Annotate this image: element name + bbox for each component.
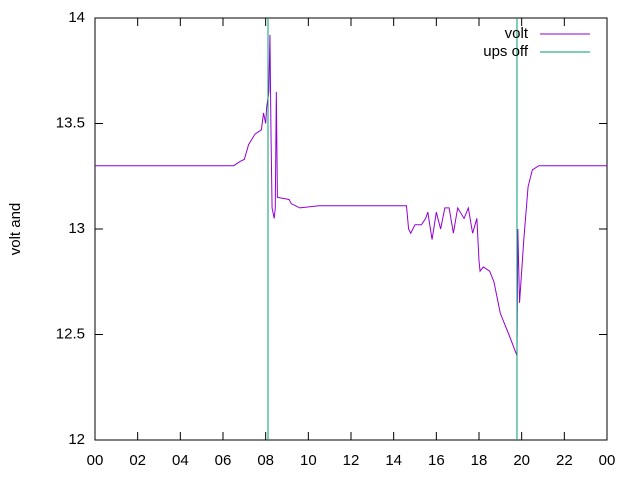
legend-label: volt [505,25,529,42]
x-tick-label: 06 [215,452,232,469]
y-tick-label: 14 [68,9,85,26]
x-tick-label: 20 [513,452,530,469]
x-tick-label: 18 [471,452,488,469]
y-axis-label: volt and [7,203,24,256]
plot-border [94,17,608,441]
legend-label: ups off [483,43,529,60]
x-tick-label: 14 [385,452,402,469]
y-tick-label: 12.5 [56,325,85,342]
x-tick-label: 16 [428,452,445,469]
x-tick-label: 22 [556,452,573,469]
y-tick-label: 13 [68,220,85,237]
x-tick-label: 08 [257,452,274,469]
series-line [95,34,607,356]
y-tick-label: 13.5 [56,114,85,131]
x-tick-label: 00 [599,452,616,469]
x-tick-label: 12 [343,452,360,469]
y-tick-label: 12 [68,431,85,448]
x-tick-label: 10 [300,452,317,469]
series-line [267,18,518,440]
x-tick-label: 04 [172,452,189,469]
x-tick-label: 02 [129,452,146,469]
x-tick-label: 00 [87,452,104,469]
